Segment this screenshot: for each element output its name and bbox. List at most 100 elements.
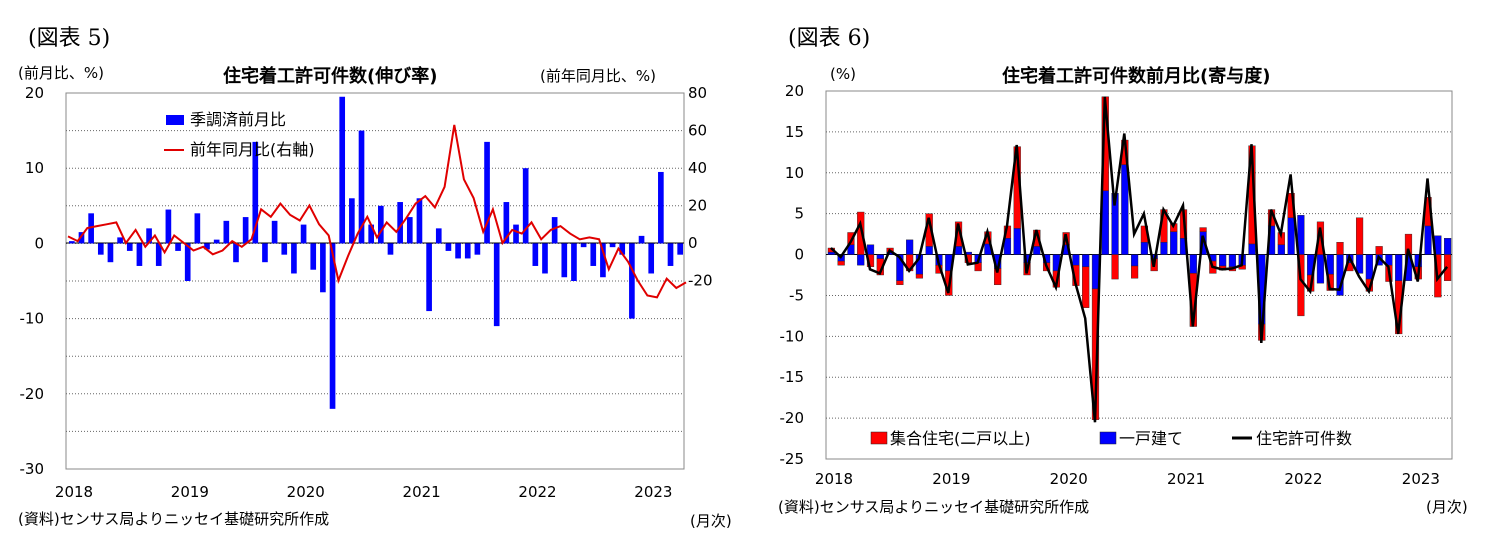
bar-single-family bbox=[1424, 225, 1432, 255]
bar-multi-family bbox=[1355, 217, 1364, 255]
bar-single-family bbox=[1072, 254, 1080, 266]
left-tick-label: 0 bbox=[34, 234, 44, 252]
bar-mom bbox=[329, 243, 336, 409]
bar-mom bbox=[416, 198, 423, 244]
bar-single-family bbox=[1160, 242, 1168, 255]
y-tick-label: 5 bbox=[794, 205, 804, 223]
bar-multi-family bbox=[837, 260, 845, 266]
bar-single-family bbox=[1170, 231, 1178, 255]
bar-mom bbox=[184, 243, 191, 281]
line-yoy bbox=[67, 124, 687, 299]
bar-multi-family bbox=[1082, 266, 1090, 308]
bar-single-family bbox=[925, 246, 933, 255]
bar-mom bbox=[522, 168, 529, 244]
bar-mom bbox=[609, 243, 616, 248]
bar-mom bbox=[155, 243, 162, 266]
bar-single-family bbox=[1316, 254, 1325, 284]
bar-mom bbox=[146, 228, 152, 244]
bar-single-family bbox=[1219, 254, 1227, 267]
bar-mom bbox=[590, 243, 597, 266]
left-tick-label: -20 bbox=[20, 385, 45, 403]
bar-mom bbox=[378, 205, 384, 244]
legend-label-single: 一戸建て bbox=[1119, 429, 1183, 448]
bar-multi-family bbox=[847, 232, 855, 245]
bar-single-family bbox=[1013, 228, 1021, 255]
bar-mom bbox=[117, 237, 123, 244]
bar-mom bbox=[126, 243, 133, 251]
bar-mom bbox=[513, 224, 519, 244]
figure-label-6: (図表 6) bbox=[788, 26, 871, 51]
bar-mom bbox=[175, 243, 181, 251]
bar-mom bbox=[397, 202, 403, 244]
right-tick-label: 40 bbox=[688, 159, 707, 177]
legend-label-multi: 集合住宅(二戸以上) bbox=[890, 429, 1031, 448]
chart-title-6: 住宅着工許可件数前月比(寄与度) bbox=[1002, 66, 1271, 87]
left-tick-label: 10 bbox=[25, 159, 44, 177]
x-axis-unit-label-6: (月次) bbox=[1426, 498, 1468, 516]
bar-multi-family bbox=[915, 273, 924, 279]
bar-mom bbox=[97, 243, 104, 255]
bar-mom bbox=[426, 243, 432, 312]
bar-single-family bbox=[1395, 254, 1403, 281]
x-tick-label: 2022 bbox=[518, 483, 556, 501]
x-tick-label: 2021 bbox=[1167, 470, 1205, 488]
legend-label-line: 前年同月比(右軸) bbox=[190, 140, 315, 159]
bar-single-family bbox=[1131, 254, 1139, 267]
right-tick-label: 0 bbox=[688, 234, 698, 252]
bar-mom bbox=[503, 202, 510, 244]
bar-single-family bbox=[954, 246, 963, 255]
bar-multi-family bbox=[1131, 265, 1139, 279]
bar-multi-family bbox=[954, 221, 963, 247]
bar-mom bbox=[88, 213, 94, 244]
legend-swatch-multi bbox=[870, 431, 888, 445]
bar-single-family bbox=[1082, 254, 1090, 268]
y-tick-label: 20 bbox=[785, 82, 804, 100]
bar-mom bbox=[242, 217, 249, 244]
y-tick-label: 15 bbox=[785, 123, 804, 141]
bar-mom bbox=[194, 213, 201, 244]
bar-mom bbox=[165, 209, 172, 244]
right-tick-label: -20 bbox=[688, 272, 713, 290]
bar-mom bbox=[629, 243, 635, 319]
bar-mom bbox=[551, 217, 558, 244]
x-tick-label: 2019 bbox=[171, 483, 209, 501]
bar-multi-family bbox=[896, 280, 904, 286]
bar-mom bbox=[107, 243, 114, 263]
legend-swatch-single bbox=[1099, 431, 1117, 445]
y-tick-label: 10 bbox=[785, 164, 804, 182]
bar-single-family bbox=[1444, 237, 1452, 255]
bar-mom bbox=[638, 235, 645, 244]
bar-mom bbox=[281, 243, 288, 255]
bar-mom bbox=[484, 141, 490, 244]
bar-mom bbox=[600, 243, 606, 278]
bar-single-family bbox=[1248, 243, 1256, 255]
right-tick-label: 20 bbox=[688, 197, 707, 215]
bar-mom bbox=[455, 243, 461, 259]
bar-mom bbox=[204, 243, 210, 250]
bar-single-family bbox=[827, 251, 835, 255]
bar-mom bbox=[223, 220, 230, 244]
x-tick-label: 2018 bbox=[815, 470, 853, 488]
bar-single-family bbox=[1277, 244, 1285, 255]
left-tick-label: -10 bbox=[20, 310, 45, 328]
bar-mom bbox=[320, 243, 326, 293]
left-tick-label: 20 bbox=[25, 84, 44, 102]
y-tick-label: -10 bbox=[780, 327, 805, 345]
bar-single-family bbox=[1091, 254, 1100, 290]
plot-frame bbox=[825, 90, 1453, 460]
bar-single-family bbox=[866, 244, 875, 255]
bar-mom bbox=[677, 243, 683, 255]
y-tick-label: -15 bbox=[780, 368, 805, 386]
bar-mom bbox=[310, 243, 317, 270]
bar-mom bbox=[387, 243, 394, 255]
bar-mom bbox=[648, 243, 655, 274]
bar-multi-family bbox=[857, 211, 865, 255]
x-tick-label: 2021 bbox=[403, 483, 441, 501]
bar-mom bbox=[271, 220, 278, 244]
x-axis-unit-label-5: (月次) bbox=[690, 512, 732, 530]
bar-mom bbox=[291, 243, 297, 274]
bar-single-family bbox=[1365, 254, 1373, 280]
bar-mom bbox=[571, 243, 577, 281]
bar-mom bbox=[300, 224, 307, 244]
bar-single-family bbox=[906, 239, 914, 255]
